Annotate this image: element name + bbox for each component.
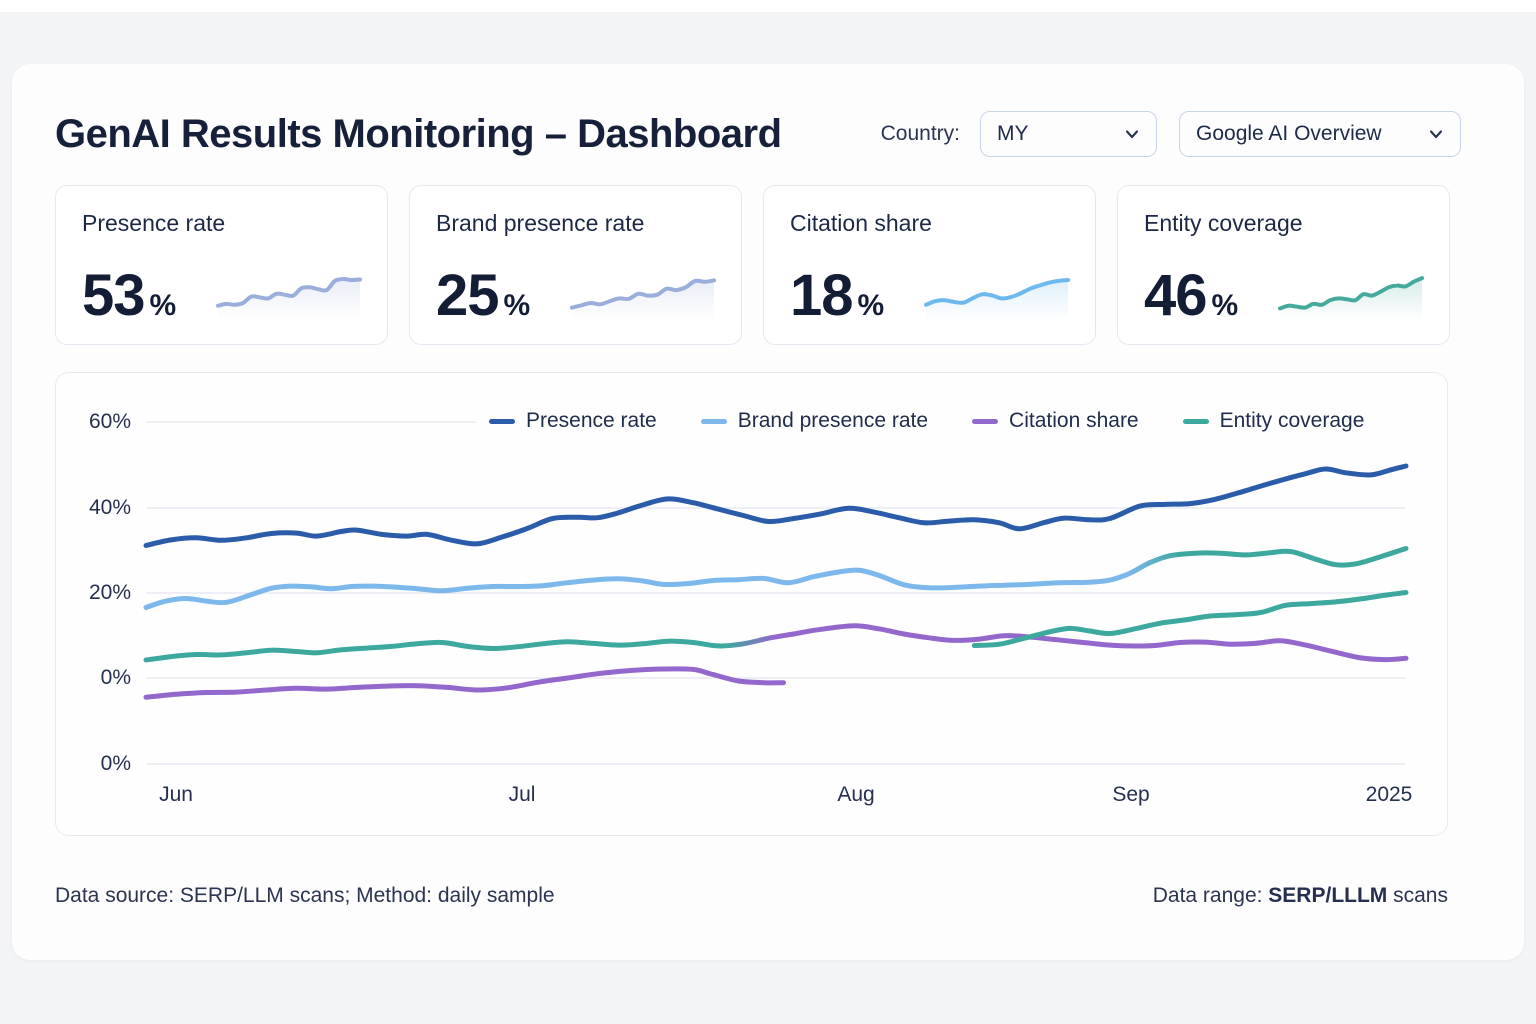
kpi-card-entity-coverage: Entity coverage 46% [1117, 185, 1450, 345]
kpi-value: 18 [790, 262, 854, 328]
x-tick-label: Sep [1112, 783, 1150, 806]
kpi-unit: % [857, 289, 885, 322]
kpi-sparkline [570, 278, 716, 320]
kpi-card-brand-presence-rate: Brand presence rate 25% [409, 185, 742, 345]
kpi-label: Entity coverage [1144, 210, 1303, 236]
y-tick-label: 0% [100, 752, 131, 775]
legend-label: Brand presence rate [737, 409, 929, 432]
chevron-down-icon [1429, 130, 1443, 139]
y-tick-label: 40% [88, 496, 131, 519]
legend-dash-icon [1182, 418, 1209, 424]
legend-label: Presence rate [526, 409, 657, 432]
line-chart [143, 421, 1409, 765]
legend-item-citation-share[interactable]: Citation share [972, 409, 1139, 433]
y-tick-label: 20% [88, 581, 131, 604]
page-title: GenAI Results Monitoring – Dashboard [55, 111, 782, 156]
kpi-sparkline [216, 276, 362, 320]
footer: Data source: SERP/LLM scans; Method: dai… [55, 884, 1448, 908]
kpi-label: Citation share [790, 210, 932, 236]
x-tick-label: Jul [508, 783, 536, 806]
legend-label: Entity coverage [1219, 409, 1365, 432]
x-tick-label: 2025 [1365, 783, 1413, 806]
footer-range-bold: SERP/LLLM [1268, 884, 1388, 907]
kpi-unit: % [503, 289, 531, 322]
kpi-unit: % [149, 289, 177, 322]
chart-legend: Presence rate Brand presence rate Citation… [489, 409, 1364, 433]
source-select[interactable]: Google AI Overview [1179, 111, 1461, 157]
y-tick-label: 0% [100, 666, 131, 689]
footer-data-source: Data source: SERP/LLM scans; Method: dai… [55, 884, 555, 907]
legend-dash-icon [700, 418, 727, 424]
y-tick-label: 60% [88, 410, 131, 433]
source-select-value: Google AI Overview [1196, 122, 1382, 145]
country-select-value: MY [997, 122, 1029, 145]
kpi-value: 46 [1144, 262, 1208, 328]
kpi-sparkline [924, 278, 1070, 320]
footer-range-suffix: scans [1387, 884, 1448, 907]
kpi-value: 25 [436, 262, 500, 328]
header-controls: Country: MY Google AI Overview [881, 111, 1461, 157]
kpi-value: 53 [82, 262, 146, 328]
kpi-card-citation-share: Citation share 18% [763, 185, 1096, 345]
header: GenAI Results Monitoring – Dashboard Cou… [55, 104, 1461, 164]
chevron-down-icon [1125, 130, 1139, 139]
series-presence_rate [143, 463, 1409, 548]
series-brand_presence_rate [143, 546, 1409, 610]
series-entity_coverage_to_citation [143, 623, 1409, 663]
kpi-row: Presence rate 53% Brand presence rate 25% Ci… [55, 185, 1450, 345]
top-strip [0, 0, 1536, 12]
legend-item-presence-rate[interactable]: Presence rate [489, 409, 657, 433]
legend-dash-icon [972, 418, 999, 424]
country-select[interactable]: MY [980, 111, 1157, 157]
legend-label: Citation share [1009, 409, 1139, 432]
kpi-label: Brand presence rate [436, 210, 645, 236]
footer-range-prefix: Data range: [1152, 884, 1269, 907]
series-entity_coverage_lower [971, 590, 1409, 648]
footer-data-range: Data range: SERP/LLLM scans [1153, 884, 1448, 908]
kpi-sparkline [1278, 276, 1424, 320]
country-label: Country: [880, 122, 960, 145]
kpi-card-presence-rate: Presence rate 53% [55, 185, 388, 345]
legend-item-entity-coverage[interactable]: Entity coverage [1182, 409, 1365, 433]
legend-dash-icon [489, 418, 515, 424]
kpi-unit: % [1211, 289, 1239, 322]
dashboard-card: GenAI Results Monitoring – Dashboard Cou… [12, 64, 1524, 960]
x-tick-label: Aug [837, 783, 875, 806]
series-citation_share_low [143, 666, 786, 700]
kpi-label: Presence rate [82, 210, 226, 236]
x-tick-label: Jun [159, 783, 193, 806]
chart-panel: 60% 40% 20% 0% 0% Jun Jul Aug Sep 2025 Presence … [55, 372, 1448, 836]
legend-item-brand-presence-rate[interactable]: Brand presence rate [700, 409, 929, 433]
